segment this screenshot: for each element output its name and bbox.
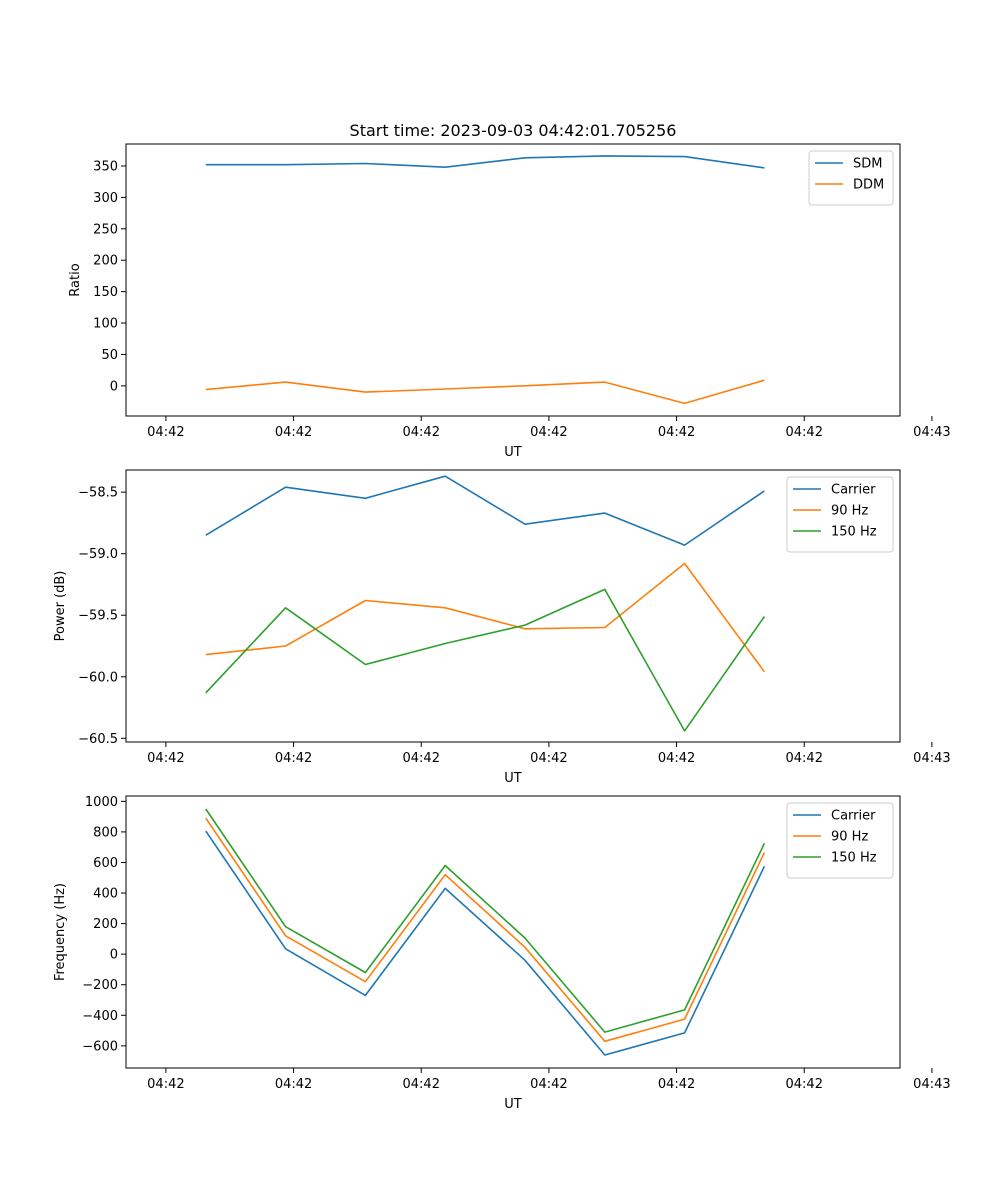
frequency-y-tick-label: −400 <box>82 1009 118 1024</box>
power-x-tick-label: 04:42 <box>275 751 312 766</box>
ratio-x-tick-label: 04:42 <box>403 425 440 440</box>
frequency-legend <box>786 802 894 879</box>
figure-title: Start time: 2023-09-03 04:42:01.705256 <box>350 121 677 140</box>
ratio-y-tick-label: 50 <box>101 348 118 363</box>
ratio-x-tick-label: 04:43 <box>913 425 950 440</box>
frequency-y-tick-label: 800 <box>93 825 118 840</box>
ratio-y-tick-label: 150 <box>93 285 118 300</box>
frequency-x-tick-label: 04:42 <box>530 1077 567 1092</box>
frequency-y-axis-label: Frequency (Hz) <box>53 883 68 981</box>
frequency-x-tick-label: 04:42 <box>275 1077 312 1092</box>
power-panel: 04:42 04:42 04:42 04:42 04:42 04:42 04:43 −60.5… <box>53 469 951 786</box>
power-legend <box>786 476 894 553</box>
power-x-tick-label: 04:42 <box>530 751 567 766</box>
frequency-x-tick-label: 04:42 <box>786 1077 823 1092</box>
frequency-panel: 04:42 04:42 04:42 04:42 04:42 04:42 04:43 −600 −… <box>53 795 951 1112</box>
frequency-axes-frame <box>125 795 901 1069</box>
power-x-tick-label: 04:43 <box>913 751 950 766</box>
power-y-tick-label: −60.0 <box>78 670 118 685</box>
frequency-series-150-hz <box>205 808 766 1033</box>
power-axes-frame <box>125 469 901 743</box>
ratio-x-tick-label: 04:42 <box>275 425 312 440</box>
ratio-legend-label-sdm: SDM <box>853 157 882 172</box>
frequency-series-carrier <box>205 830 766 1056</box>
ratio-panel: 04:42 04:42 04:42 04:42 04:42 04:42 04:43 0 50 10… <box>68 143 951 460</box>
ratio-y-tick-label: 250 <box>93 222 118 237</box>
ratio-x-axis-label: UT <box>504 445 522 460</box>
frequency-y-tick-label: 1000 <box>85 795 118 810</box>
power-y-axis-label: Power (dB) <box>53 571 68 642</box>
power-legend-label-carrier: Carrier <box>831 483 876 498</box>
frequency-y-tick-label: 600 <box>93 856 118 871</box>
ratio-x-tick-label: 04:42 <box>530 425 567 440</box>
frequency-x-tick-label: 04:43 <box>913 1077 950 1092</box>
ratio-y-axis-label: Ratio <box>68 263 83 296</box>
power-series-150-hz <box>205 588 766 732</box>
power-legend-label-150-hz: 150 Hz <box>831 525 877 540</box>
ratio-axes-frame <box>125 143 901 417</box>
frequency-y-tick-label: −600 <box>82 1039 118 1054</box>
ratio-series-sdm <box>205 155 765 169</box>
power-x-tick-label: 04:42 <box>658 751 695 766</box>
power-x-tick-label: 04:42 <box>147 751 184 766</box>
frequency-legend-label-90-hz: 90 Hz <box>831 830 868 845</box>
ratio-legend-label-ddm: DDM <box>853 178 884 193</box>
power-y-tick-label: −59.5 <box>78 609 118 624</box>
frequency-series-90-hz <box>205 817 766 1043</box>
frequency-y-tick-label: 200 <box>93 917 118 932</box>
power-y-tick-label: −59.0 <box>78 547 118 562</box>
frequency-y-tick-label: −200 <box>82 978 118 993</box>
ratio-y-tick-label: 350 <box>93 159 118 174</box>
ratio-y-tick-label: 300 <box>93 191 118 206</box>
power-x-axis-label: UT <box>504 771 522 786</box>
power-legend-label-90-hz: 90 Hz <box>831 504 868 519</box>
power-y-tick-label: −58.5 <box>78 486 118 501</box>
ratio-y-tick-label: 100 <box>93 317 118 332</box>
ratio-legend <box>808 150 894 206</box>
frequency-y-tick-label: 400 <box>93 887 118 902</box>
power-x-tick-label: 04:42 <box>403 751 440 766</box>
power-x-tick-label: 04:42 <box>786 751 823 766</box>
frequency-x-tick-label: 04:42 <box>403 1077 440 1092</box>
ratio-y-tick-label: 0 <box>110 379 118 394</box>
frequency-x-tick-label: 04:42 <box>147 1077 184 1092</box>
ratio-x-tick-label: 04:42 <box>786 425 823 440</box>
frequency-y-tick-label: 0 <box>110 948 118 963</box>
ratio-x-tick-label: 04:42 <box>147 425 184 440</box>
frequency-legend-label-150-hz: 150 Hz <box>831 851 877 866</box>
frequency-x-axis-label: UT <box>504 1097 522 1112</box>
power-y-tick-label: −60.5 <box>78 732 118 747</box>
ratio-x-tick-label: 04:42 <box>658 425 695 440</box>
frequency-x-tick-label: 04:42 <box>658 1077 695 1092</box>
ratio-series-ddm <box>205 379 765 405</box>
power-series-carrier <box>205 475 765 546</box>
ratio-y-tick-label: 200 <box>93 254 118 269</box>
power-series-90-hz <box>205 562 766 673</box>
frequency-legend-label-carrier: Carrier <box>831 809 876 824</box>
